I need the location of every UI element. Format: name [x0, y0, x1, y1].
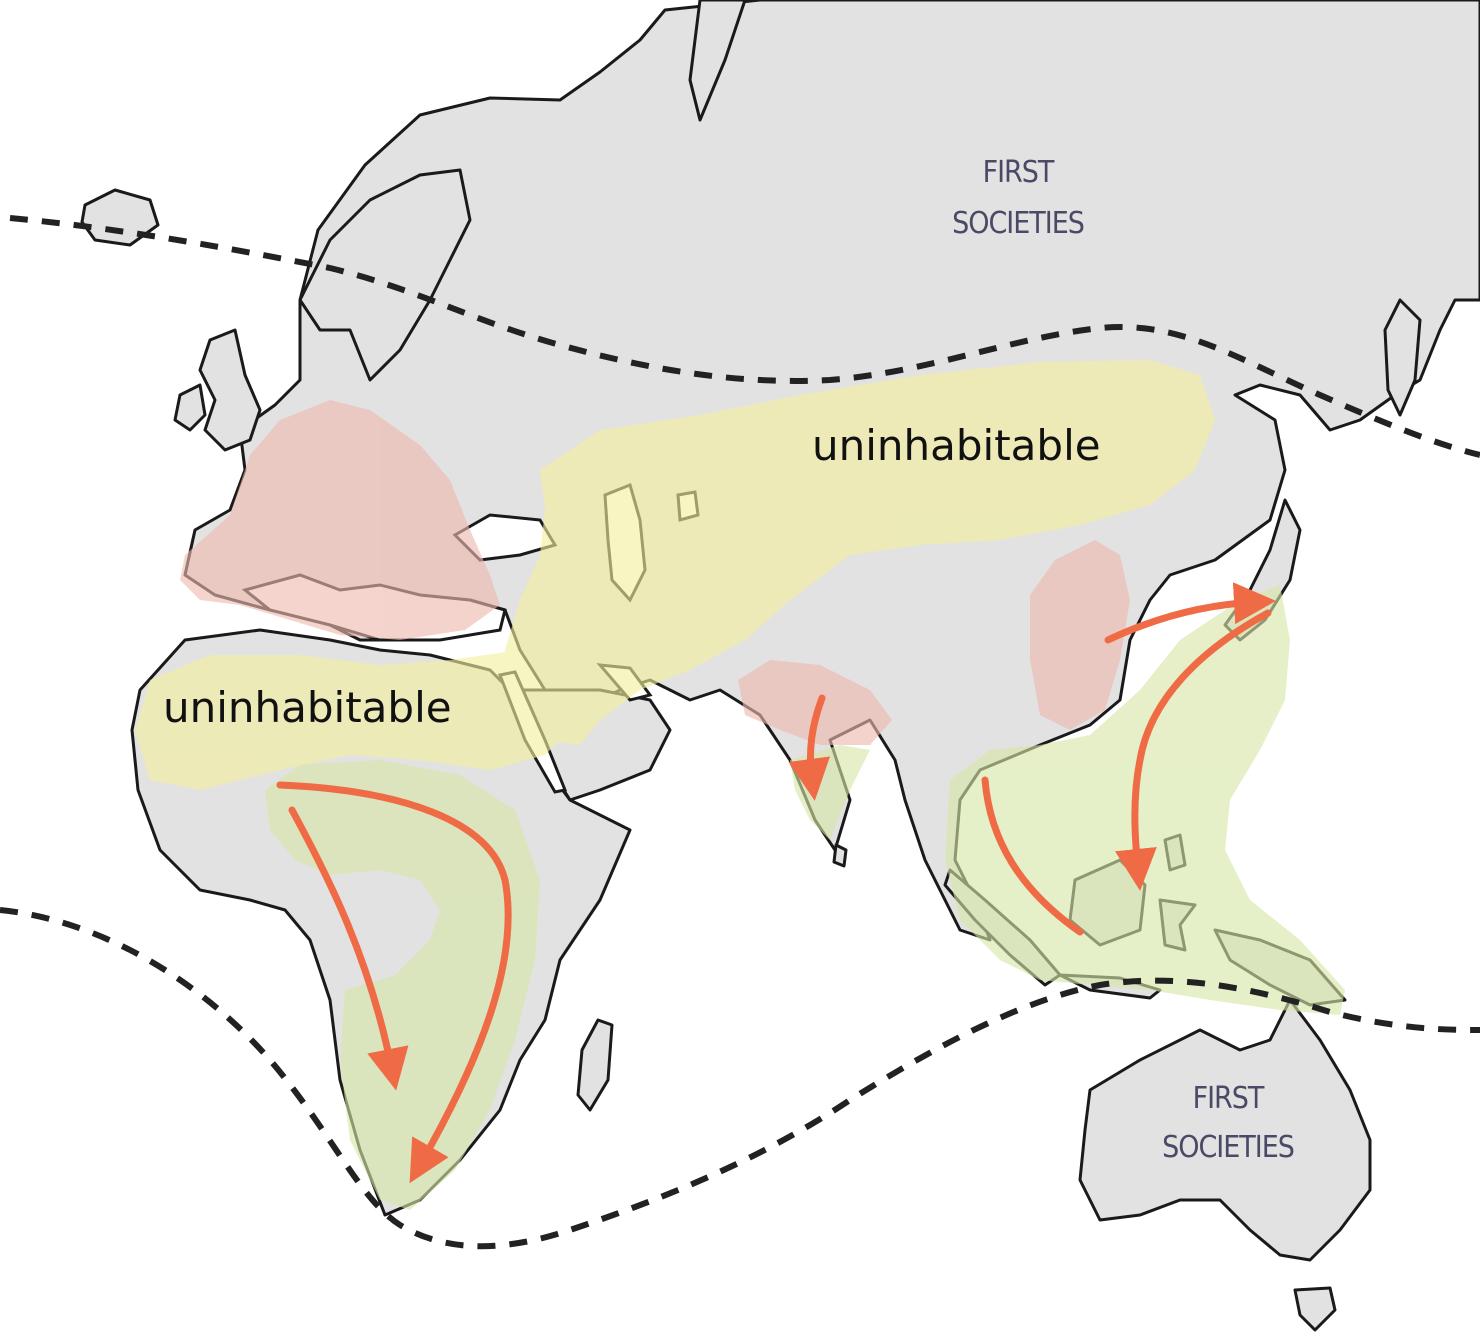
- southern-boundary-line: [0, 907, 1480, 1250]
- label-first-societies-australia-line1: FIRST: [1193, 1081, 1265, 1116]
- novaya-zemlya-landmass: [688, 0, 747, 122]
- early-society-zone-china: [1030, 540, 1130, 730]
- boundary-lines: [0, 215, 1480, 1250]
- migration-arrow-southeast-asia: [981, 776, 1084, 936]
- australia-landmass: [1078, 998, 1372, 1262]
- map-labels: uninhabitable uninhabitable FIRST SOCIET…: [163, 155, 1295, 1165]
- migration-arrow-china-to-japan: [1104, 582, 1276, 644]
- tropical-zone-africa: [265, 760, 540, 1210]
- uninhabitable-zone-north: [505, 360, 1215, 745]
- uninhabitable-zone-africa: [135, 650, 580, 790]
- early-society-zone-india: [738, 660, 892, 745]
- scandinavia-landmass: [298, 168, 472, 382]
- africa-landmass: [130, 628, 632, 1217]
- label-uninhabitable-north: uninhabitable: [812, 421, 1101, 470]
- northern-boundary-line: [9, 215, 1480, 458]
- label-first-societies-north-line2: SOCIETIES: [952, 206, 1084, 241]
- migration-arrow-africa-outer: [276, 781, 512, 1184]
- madagascar-landmass: [576, 1018, 614, 1112]
- migration-arrow-india: [788, 694, 831, 801]
- sakhalin-landmass: [1383, 298, 1422, 417]
- britain-landmass: [198, 328, 262, 452]
- migration-arrow-africa-inner: [288, 806, 409, 1091]
- early-society-zone-europe: [180, 400, 500, 640]
- label-first-societies-north-line1: FIRST: [983, 155, 1055, 190]
- migration-arrow-japan-to-indonesia: [1115, 609, 1272, 891]
- tropical-zone-india: [790, 745, 870, 840]
- ireland-landmass: [173, 383, 207, 432]
- migration-arrows: [276, 582, 1276, 1184]
- label-first-societies-australia-line2: SOCIETIES: [1162, 1130, 1294, 1165]
- sri-lanka-landmass: [832, 843, 848, 868]
- tasmania-landmass: [1293, 1286, 1337, 1332]
- label-uninhabitable-africa: uninhabitable: [163, 683, 452, 732]
